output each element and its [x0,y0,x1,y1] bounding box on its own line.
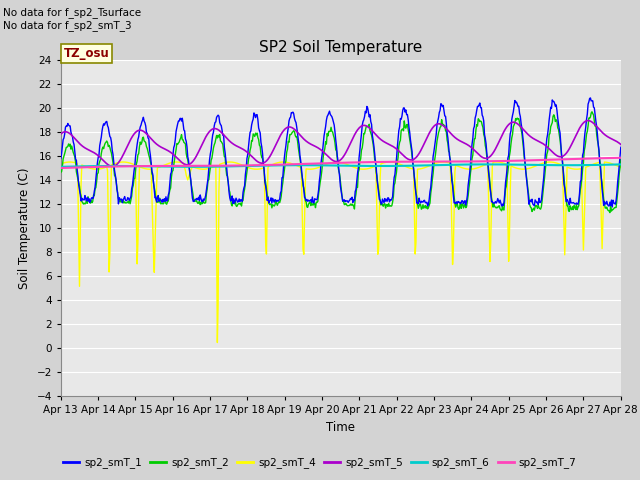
Text: No data for f_sp2_Tsurface: No data for f_sp2_Tsurface [3,7,141,18]
Text: No data for f_sp2_smT_3: No data for f_sp2_smT_3 [3,20,132,31]
X-axis label: Time: Time [326,420,355,433]
Title: SP2 Soil Temperature: SP2 Soil Temperature [259,40,422,55]
Text: TZ_osu: TZ_osu [63,47,109,60]
Legend: sp2_smT_1, sp2_smT_2, sp2_smT_4, sp2_smT_5, sp2_smT_6, sp2_smT_7: sp2_smT_1, sp2_smT_2, sp2_smT_4, sp2_smT… [60,453,580,472]
Y-axis label: Soil Temperature (C): Soil Temperature (C) [18,167,31,289]
